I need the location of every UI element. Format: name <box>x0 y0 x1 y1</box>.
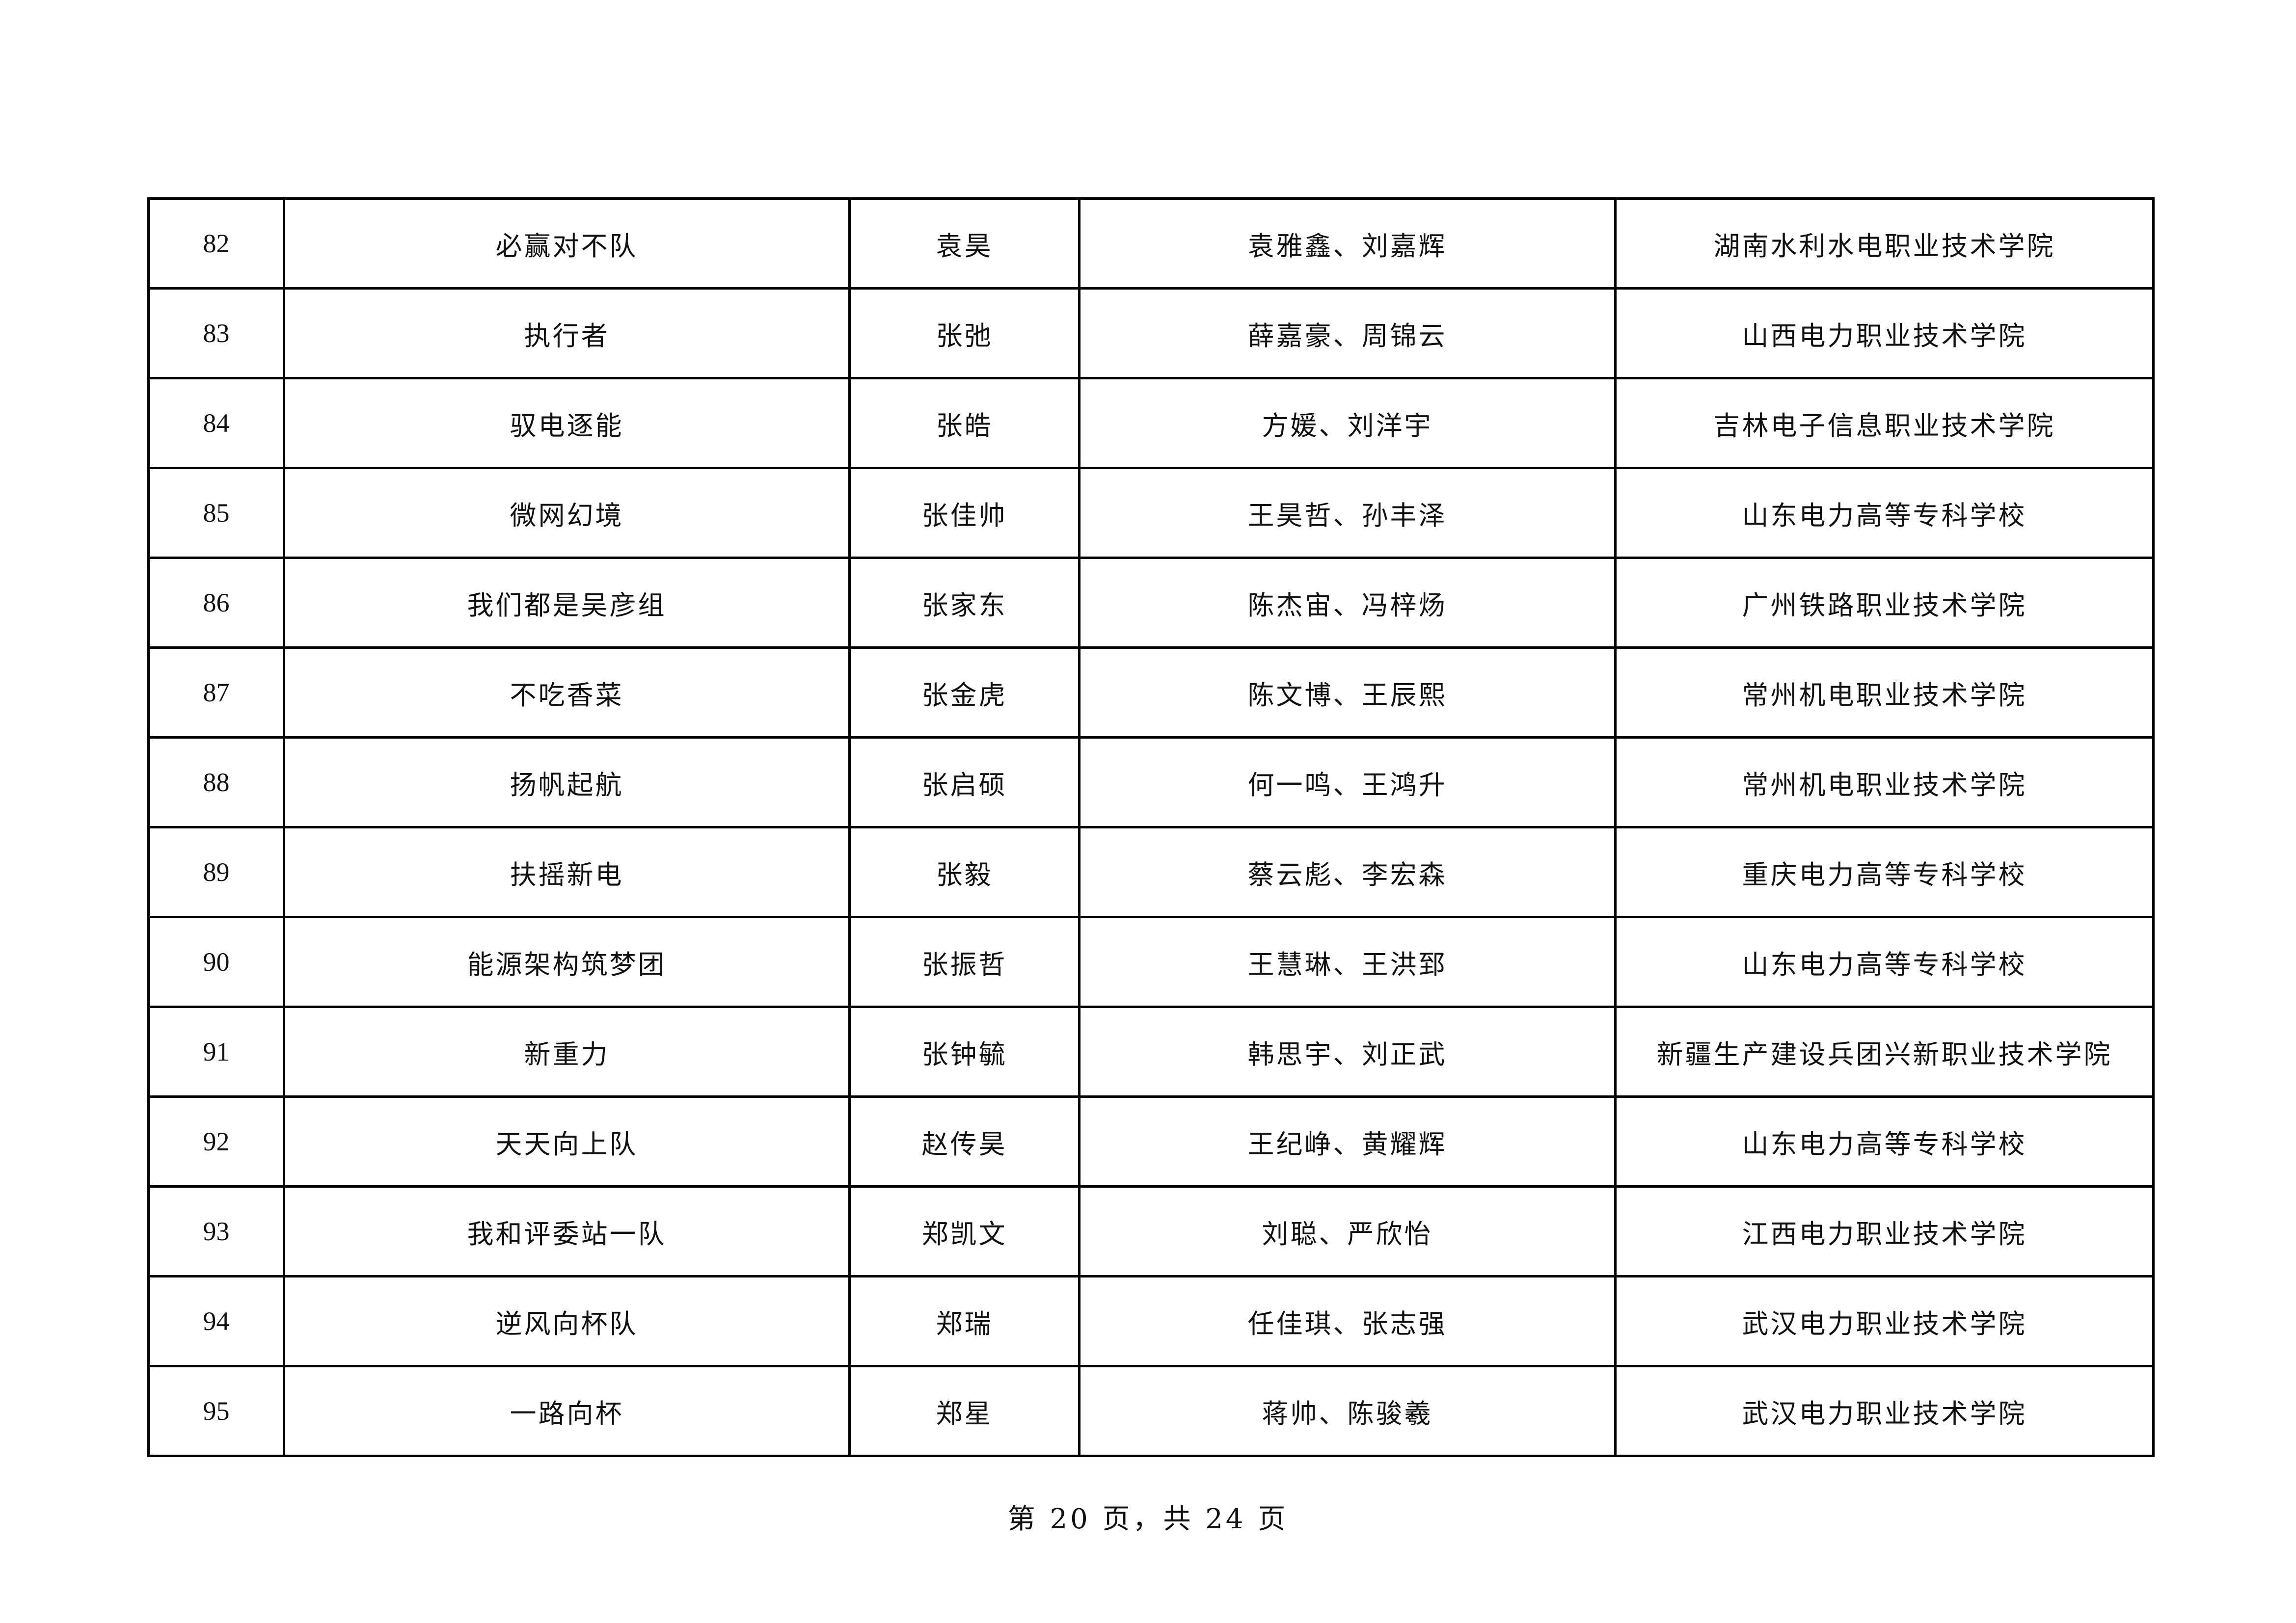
advisor-name-cell: 张钟毓 <box>848 1006 1080 1098</box>
table-row: 90 能源架构筑梦团 张振哲 王慧琳、王洪郅 山东电力高等专科学校 <box>147 916 2155 1008</box>
team-members-cell: 王纪峥、黄耀辉 <box>1078 1095 1617 1188</box>
team-members-cell: 陈文博、王辰熙 <box>1078 646 1617 739</box>
team-members-cell: 韩思宇、刘正武 <box>1078 1006 1617 1098</box>
school-name-cell: 新疆生产建设兵团兴新职业技术学院 <box>1614 1006 2155 1098</box>
team-name-cell: 扶摇新电 <box>283 826 851 918</box>
row-number-cell: 95 <box>147 1365 285 1457</box>
team-name-cell: 不吃香菜 <box>283 646 851 739</box>
team-name-cell: 微网幻境 <box>283 467 851 559</box>
team-members-cell: 陈杰宙、冯梓炀 <box>1078 557 1617 649</box>
row-number-cell: 89 <box>147 826 285 918</box>
team-members-cell: 王昊哲、孙丰泽 <box>1078 467 1617 559</box>
table-row: 95 一路向杯 郑星 蒋帅、陈骏羲 武汉电力职业技术学院 <box>147 1365 2155 1457</box>
page-number: 第 20 页，共 24 页 <box>1007 1503 1289 1535</box>
row-number-cell: 84 <box>147 377 285 469</box>
row-number-cell: 87 <box>147 646 285 739</box>
row-number-cell: 85 <box>147 467 285 559</box>
school-name-cell: 武汉电力职业技术学院 <box>1614 1365 2155 1457</box>
school-name-cell: 湖南水利水电职业技术学院 <box>1614 197 2155 290</box>
school-name-cell: 武汉电力职业技术学院 <box>1614 1275 2155 1367</box>
team-members-cell: 刘聪、严欣怡 <box>1078 1185 1617 1277</box>
row-number-cell: 92 <box>147 1095 285 1188</box>
school-name-cell: 常州机电职业技术学院 <box>1614 646 2155 739</box>
team-members-cell: 蔡云彪、李宏森 <box>1078 826 1617 918</box>
row-number-cell: 91 <box>147 1006 285 1098</box>
team-name-cell: 逆风向杯队 <box>283 1275 851 1367</box>
table-row: 92 天天向上队 赵传昊 王纪峥、黄耀辉 山东电力高等专科学校 <box>147 1095 2155 1188</box>
school-name-cell: 山东电力高等专科学校 <box>1614 1095 2155 1188</box>
results-table: 82 必赢对不队 袁昊 袁雅鑫、刘嘉辉 湖南水利水电职业技术学院 83 执行者 张弛 薛嘉豪、周… <box>147 197 2155 1457</box>
advisor-name-cell: 郑星 <box>848 1365 1080 1457</box>
team-name-cell: 扬帆起航 <box>283 736 851 828</box>
team-name-cell: 新重力 <box>283 1006 851 1098</box>
table-row: 89 扶摇新电 张毅 蔡云彪、李宏森 重庆电力高等专科学校 <box>147 826 2155 918</box>
table-row: 94 逆风向杯队 郑瑞 任佳琪、张志强 武汉电力职业技术学院 <box>147 1275 2155 1367</box>
row-number-cell: 90 <box>147 916 285 1008</box>
advisor-name-cell: 赵传昊 <box>848 1095 1080 1188</box>
table-row: 91 新重力 张钟毓 韩思宇、刘正武 新疆生产建设兵团兴新职业技术学院 <box>147 1006 2155 1098</box>
school-name-cell: 重庆电力高等专科学校 <box>1614 826 2155 918</box>
table-row: 88 扬帆起航 张启硕 何一鸣、王鸿升 常州机电职业技术学院 <box>147 736 2155 828</box>
school-name-cell: 山西电力职业技术学院 <box>1614 287 2155 379</box>
row-number-cell: 94 <box>147 1275 285 1367</box>
advisor-name-cell: 郑瑞 <box>848 1275 1080 1367</box>
team-name-cell: 驭电逐能 <box>283 377 851 469</box>
school-name-cell: 山东电力高等专科学校 <box>1614 467 2155 559</box>
advisor-name-cell: 袁昊 <box>848 197 1080 290</box>
row-number-cell: 93 <box>147 1185 285 1277</box>
team-members-cell: 何一鸣、王鸿升 <box>1078 736 1617 828</box>
team-name-cell: 我和评委站一队 <box>283 1185 851 1277</box>
team-members-cell: 蒋帅、陈骏羲 <box>1078 1365 1617 1457</box>
team-name-cell: 执行者 <box>283 287 851 379</box>
team-name-cell: 一路向杯 <box>283 1365 851 1457</box>
advisor-name-cell: 张启硕 <box>848 736 1080 828</box>
table-row: 87 不吃香菜 张金虎 陈文博、王辰熙 常州机电职业技术学院 <box>147 646 2155 739</box>
row-number-cell: 83 <box>147 287 285 379</box>
table-row: 82 必赢对不队 袁昊 袁雅鑫、刘嘉辉 湖南水利水电职业技术学院 <box>147 197 2155 290</box>
school-name-cell: 山东电力高等专科学校 <box>1614 916 2155 1008</box>
advisor-name-cell: 张皓 <box>848 377 1080 469</box>
advisor-name-cell: 张毅 <box>848 826 1080 918</box>
school-name-cell: 广州铁路职业技术学院 <box>1614 557 2155 649</box>
team-members-cell: 方媛、刘洋宇 <box>1078 377 1617 469</box>
advisor-name-cell: 张金虎 <box>848 646 1080 739</box>
table-row: 84 驭电逐能 张皓 方媛、刘洋宇 吉林电子信息职业技术学院 <box>147 377 2155 469</box>
team-name-cell: 必赢对不队 <box>283 197 851 290</box>
school-name-cell: 吉林电子信息职业技术学院 <box>1614 377 2155 469</box>
team-members-cell: 王慧琳、王洪郅 <box>1078 916 1617 1008</box>
row-number-cell: 88 <box>147 736 285 828</box>
row-number-cell: 86 <box>147 557 285 649</box>
team-members-cell: 任佳琪、张志强 <box>1078 1275 1617 1367</box>
row-number-cell: 82 <box>147 197 285 290</box>
school-name-cell: 常州机电职业技术学院 <box>1614 736 2155 828</box>
team-name-cell: 我们都是吴彦组 <box>283 557 851 649</box>
table-row: 93 我和评委站一队 郑凯文 刘聪、严欣怡 江西电力职业技术学院 <box>147 1185 2155 1277</box>
table-row: 83 执行者 张弛 薛嘉豪、周锦云 山西电力职业技术学院 <box>147 287 2155 379</box>
advisor-name-cell: 张家东 <box>848 557 1080 649</box>
advisor-name-cell: 张振哲 <box>848 916 1080 1008</box>
table-row: 85 微网幻境 张佳帅 王昊哲、孙丰泽 山东电力高等专科学校 <box>147 467 2155 559</box>
team-members-cell: 薛嘉豪、周锦云 <box>1078 287 1617 379</box>
team-members-cell: 袁雅鑫、刘嘉辉 <box>1078 197 1617 290</box>
team-name-cell: 天天向上队 <box>283 1095 851 1188</box>
advisor-name-cell: 张佳帅 <box>848 467 1080 559</box>
school-name-cell: 江西电力职业技术学院 <box>1614 1185 2155 1277</box>
advisor-name-cell: 张弛 <box>848 287 1080 379</box>
advisor-name-cell: 郑凯文 <box>848 1185 1080 1277</box>
table-row: 86 我们都是吴彦组 张家东 陈杰宙、冯梓炀 广州铁路职业技术学院 <box>147 557 2155 649</box>
team-name-cell: 能源架构筑梦团 <box>283 916 851 1008</box>
